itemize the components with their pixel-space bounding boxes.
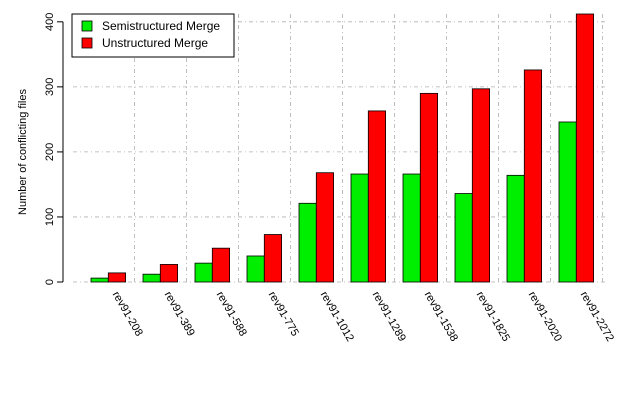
y-tick-label: 100 xyxy=(44,208,56,226)
x-tick-label: rev91-1825 xyxy=(474,290,512,344)
bar-unstructured-rev91-775 xyxy=(263,234,282,283)
bar-semistructured-rev91-1538 xyxy=(402,173,421,283)
bar-unstructured-rev91-1289 xyxy=(367,110,386,283)
bar-semistructured-rev91-389 xyxy=(142,273,161,283)
x-tick-label: rev91-208 xyxy=(110,290,145,339)
bar-semistructured-rev91-1012 xyxy=(298,202,317,283)
x-tick-label: rev91-389 xyxy=(162,290,197,339)
x-tick-label: rev91-2020 xyxy=(526,290,564,344)
bar-unstructured-rev91-2020 xyxy=(523,69,542,283)
x-tick-labels: rev91-208 rev91-389 rev91-588 rev91-775 rev9… xyxy=(110,290,616,344)
y-tick-label: 300 xyxy=(44,78,56,96)
bar-unstructured-rev91-1825 xyxy=(471,88,490,283)
bar-unstructured-rev91-588 xyxy=(211,247,231,283)
legend-box xyxy=(71,13,235,58)
x-tick-label: rev91-775 xyxy=(266,290,301,339)
bar-semistructured-rev91-208 xyxy=(90,277,109,283)
legend: Semistructured Merge Unstructured Merge xyxy=(71,13,235,58)
bar-unstructured-rev91-389 xyxy=(159,264,179,283)
grid-layer xyxy=(73,14,607,283)
x-tick-label: rev91-1538 xyxy=(422,290,460,344)
x-tick-label: rev91-588 xyxy=(214,290,249,339)
bar-semistructured-rev91-2020 xyxy=(506,174,525,283)
y-tick-label: 400 xyxy=(44,13,56,31)
y-tick-label: 0 xyxy=(44,279,56,285)
bar-semistructured-rev91-1289 xyxy=(350,173,369,283)
y-axis-label: Number of conflicting files xyxy=(17,89,29,215)
legend-label-semistructured: Semistructured Merge xyxy=(102,19,220,33)
bar-unstructured-rev91-208 xyxy=(107,272,127,283)
legend-label-unstructured: Unstructured Merge xyxy=(102,36,208,50)
x-tick-label: rev91-2272 xyxy=(578,290,616,344)
x-tick-label: rev91-1289 xyxy=(370,290,408,344)
bar-unstructured-rev91-1538 xyxy=(419,92,438,283)
legend-swatch-semistructured xyxy=(81,20,93,32)
bar-semistructured-rev91-1825 xyxy=(454,193,473,283)
bar-semistructured-rev91-2272 xyxy=(558,121,577,283)
bar-semistructured-rev91-775 xyxy=(246,255,265,283)
x-tick-label: rev91-1012 xyxy=(318,290,356,344)
bar-semistructured-rev91-588 xyxy=(194,262,213,283)
y-tick-label: 200 xyxy=(44,143,56,161)
legend-swatch-unstructured xyxy=(81,37,93,49)
bar-unstructured-rev91-1012 xyxy=(315,172,334,283)
y-axis: 0 100 200 300 400 xyxy=(44,13,64,285)
bar-unstructured-rev91-2272 xyxy=(575,13,594,283)
bars-layer xyxy=(90,13,594,283)
